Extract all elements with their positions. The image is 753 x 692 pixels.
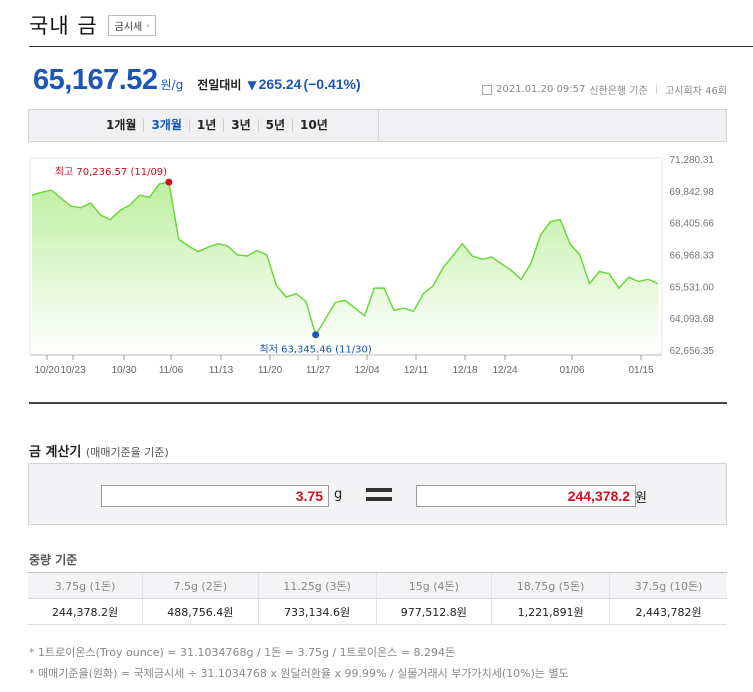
footnotes: * 1트로이온스(Troy ounce) = 31.1034768g / 1돈 …	[29, 642, 569, 684]
weight-header: 37.5g (10돈)	[609, 572, 727, 599]
weight-value: 244,378.2원	[28, 598, 143, 625]
meta-separator: |	[654, 84, 659, 95]
weight-value: 977,512.8원	[375, 598, 492, 625]
y-tick-label: 62,656.35	[670, 346, 715, 357]
x-tick-label: 10/23	[60, 365, 85, 376]
weight-value-row: 244,378.2원 488,756.4원 733,134.6원 977,512…	[28, 598, 727, 625]
weight-header: 11.25g (3돈)	[257, 572, 377, 599]
weight-header: 7.5g (2돈)	[142, 572, 259, 599]
x-tick-label: 12/24	[492, 365, 517, 376]
chart-area-fill	[32, 182, 658, 354]
footnote-troy-ounce: * 1트로이온스(Troy ounce) = 31.1034768g / 1돈 …	[29, 646, 456, 659]
x-tick-label: 11/20	[258, 365, 283, 376]
price-change: 265.24	[258, 76, 302, 92]
calculator-title: 금 계산기 (매매기준율 기준)	[29, 441, 169, 460]
y-tick-label: 65,531.00	[670, 282, 715, 293]
calculator-title-text: 금 계산기	[29, 445, 82, 460]
y-tick-label: 69,842.98	[670, 187, 715, 198]
tab-1-month[interactable]: 1개월	[106, 118, 137, 132]
chart-low-label: 최저 63,345.46 (11/30)	[260, 344, 372, 356]
weight-header: 18.75g (5돈)	[491, 572, 610, 599]
price-summary: 65,167.52 원/g 전일대비 ▼ 265.24 (−0.41%)	[33, 64, 361, 97]
x-tick-label: 11/13	[209, 365, 234, 376]
weight-header-row: 3.75g (1돈) 7.5g (2돈) 11.25g (3돈) 15g (4돈…	[28, 572, 727, 599]
gold-quote-label: 금시세	[114, 21, 143, 33]
quote-meta: 2021.01.20 09:57 신한은행 기준 | 고시회차 46회	[482, 82, 727, 97]
period-tabs-bar: 1개월 3개월 1년 3년 5년 10년	[28, 109, 727, 142]
x-tick-label: 11/06	[159, 365, 184, 376]
y-tick-label: 64,093.68	[670, 314, 715, 325]
tab-10-years[interactable]: 10년	[292, 119, 335, 132]
weight-value: 2,443,782원	[609, 598, 727, 625]
x-tick-label: 01/15	[628, 365, 653, 376]
chart-divider	[29, 402, 727, 404]
footnote-rate-formula: * 매매기준율(원화) = 국제금시세 ÷ 31.1034768 x 원달러환율…	[29, 667, 569, 680]
chart-high-point	[165, 178, 173, 186]
equals-icon	[366, 488, 392, 506]
y-tick-label: 66,968.33	[670, 251, 715, 262]
x-tick-label: 10/20	[34, 365, 59, 376]
x-tick-label: 10/30	[111, 365, 136, 376]
weight-header: 3.75g (1돈)	[28, 572, 143, 599]
quote-source: 신한은행 기준	[589, 86, 648, 97]
y-tick-label: 68,405.66	[670, 219, 715, 230]
weight-value: 733,134.6원	[257, 598, 377, 625]
tab-3-years[interactable]: 3년	[223, 119, 257, 132]
weight-table: 3.75g (1돈) 7.5g (2돈) 11.25g (3돈) 15g (4돈…	[28, 572, 727, 625]
notice-round: 고시회차 46회	[665, 86, 727, 97]
x-tick-label: 11/27	[306, 365, 331, 376]
y-tick-label: 71,280.31	[670, 155, 715, 166]
compare-label: 전일대비	[197, 78, 242, 92]
tab-5-years[interactable]: 5년	[257, 119, 292, 132]
result-field[interactable]: 244,378.2	[416, 485, 636, 507]
weight-input[interactable]: 3.75	[101, 485, 329, 507]
chart-low-point	[312, 331, 320, 339]
price-unit: 원/g	[160, 78, 184, 92]
calculator-subtitle: (매매기준율 기준)	[85, 446, 169, 459]
period-tabs: 1개월 3개월 1년 3년 5년 10년	[99, 119, 335, 132]
quote-timestamp: 2021.01.20 09:57	[496, 84, 586, 95]
gold-quote-button[interactable]: 금시세 ›	[107, 14, 157, 36]
chevron-right-icon: ›	[146, 20, 150, 30]
tab-3-months[interactable]: 3개월	[143, 119, 188, 132]
x-tick-label: 12/18	[452, 365, 477, 376]
down-triangle-icon: ▼	[247, 78, 257, 92]
weight-section-title: 중량 기준	[29, 553, 78, 567]
weight-unit: g	[334, 487, 343, 502]
page-title: 국내 금	[29, 14, 98, 38]
tabs-divider	[378, 110, 379, 141]
header-divider	[29, 46, 753, 47]
weight-header: 15g (4돈)	[375, 572, 492, 599]
price-change-pct: (−0.41%)	[303, 76, 361, 92]
weight-value: 488,756.4원	[142, 598, 259, 625]
current-price: 65,167.52	[33, 64, 158, 96]
tab-1-year[interactable]: 1년	[188, 119, 223, 132]
document-icon	[482, 84, 493, 95]
result-unit: 원	[635, 491, 647, 506]
gold-calculator: 3.75 g 244,378.2 원	[28, 463, 727, 525]
x-tick-label: 01/06	[559, 365, 584, 376]
chart-high-label: 최고 70,236.57 (11/09)	[55, 166, 167, 178]
page-header: 국내 금 금시세 ›	[29, 10, 157, 40]
x-tick-label: 12/11	[404, 365, 429, 376]
chart-price-line	[31, 181, 659, 337]
price-chart: 71,280.31 69,842.98 68,405.66 66,968.33 65,5…	[29, 155, 715, 376]
x-tick-label: 12/04	[354, 365, 379, 376]
weight-value: 1,221,891원	[491, 598, 610, 625]
